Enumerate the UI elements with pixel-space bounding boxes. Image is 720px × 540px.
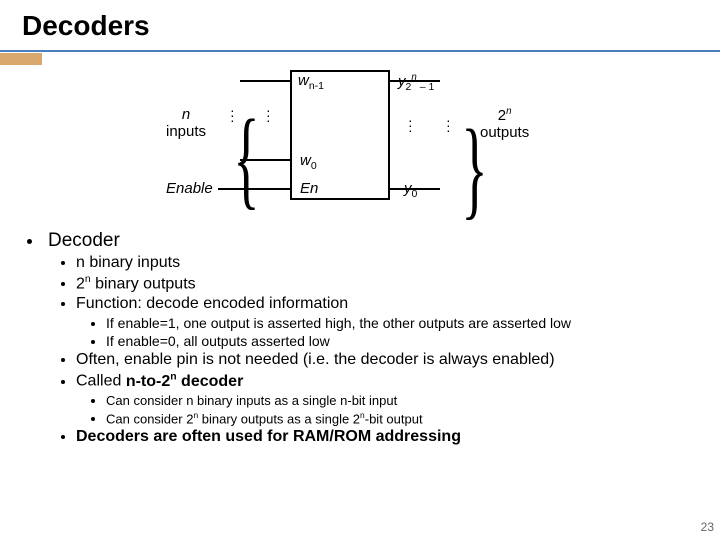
label-y2n1: y2n – 1 [398, 72, 434, 93]
bullet-ramrom: Decoders are often used for RAM/ROM addr… [76, 428, 698, 446]
bullet-content: Decoder n binary inputs 2n binary output… [0, 230, 720, 446]
label-enable: Enable [166, 180, 213, 197]
label-y0: y0 [404, 180, 417, 200]
bullet-n-inputs: n binary inputs [76, 254, 698, 272]
bullet-function: Function: decode encoded information If … [76, 295, 698, 349]
vdots-right1: ··· [408, 118, 413, 133]
label-n-inputs: ninputs [166, 106, 206, 140]
slide-title: Decoders [0, 0, 720, 50]
bullet-enable1: If enable=1, one output is asserted high… [106, 315, 698, 331]
label-2n-outputs: 2noutputs [480, 106, 529, 141]
header-underline [0, 50, 720, 52]
vdots-left2: ··· [266, 108, 271, 123]
bullet-decoder: Decoder n binary inputs 2n binary output… [44, 230, 698, 446]
bullet-consider-2n: Can consider 2n binary outputs as a sing… [106, 410, 698, 426]
bullet-enable0: If enable=0, all outputs asserted low [106, 333, 698, 349]
bullet-consider-n: Can consider n binary inputs as a single… [106, 393, 698, 408]
wire-wn1 [240, 80, 290, 82]
label-w0: w0 [300, 152, 317, 172]
decoder-diagram: { } wn-1 w0 En y2n – 1 y0 ninputs 2noutp… [0, 64, 720, 224]
bullet-2n-outputs: 2n binary outputs [76, 274, 698, 293]
label-en: En [300, 180, 318, 197]
vdots-right2: ··· [446, 118, 451, 133]
label-wn1: wn-1 [298, 72, 324, 92]
bullet-often: Often, enable pin is not needed (i.e. th… [76, 351, 698, 369]
bullet-called: Called n-to-2n decoder Can consider n bi… [76, 371, 698, 426]
page-number: 23 [701, 520, 714, 534]
wire-w0 [240, 159, 290, 161]
wire-en [218, 188, 290, 190]
vdots-left1: ··· [230, 108, 235, 123]
